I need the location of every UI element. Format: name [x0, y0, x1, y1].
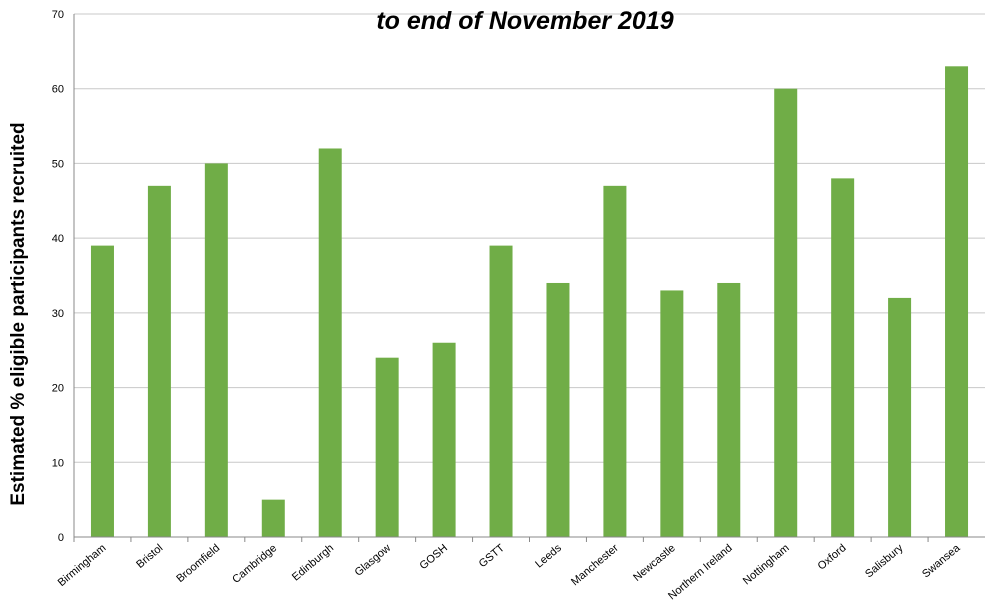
- y-tick-label: 50: [52, 158, 64, 170]
- x-tick-labels: Birmingham Bristol Broomfield Cambridge Edin…: [56, 542, 963, 603]
- axes: [73, 14, 985, 542]
- x-tick-label: Oxford: [816, 542, 849, 572]
- x-tick-label: Nottingham: [741, 542, 792, 587]
- x-tick-label: Birmingham: [56, 542, 109, 589]
- bar-manchester: [603, 185, 627, 538]
- x-tick-label: Swansea: [920, 542, 963, 581]
- bar-leeds: [546, 282, 570, 537]
- x-tick-label: GSTT: [477, 542, 507, 570]
- y-tick-label: 20: [52, 383, 64, 395]
- bar-nottingham: [774, 88, 798, 537]
- y-tick-label: 70: [52, 9, 64, 21]
- x-tick-label: Broomfield: [174, 542, 222, 585]
- x-tick-label: Bristol: [134, 542, 165, 571]
- bar-gstt: [489, 245, 513, 537]
- x-tick-label: GOSH: [417, 542, 450, 572]
- bar-bristol: [147, 185, 171, 538]
- bar-swansea: [945, 66, 969, 538]
- x-tick-label: Leeds: [533, 542, 564, 571]
- bars: [90, 66, 969, 538]
- chart-title: to end of November 2019: [376, 7, 673, 35]
- bar-newcastle: [660, 290, 684, 537]
- y-tick-label: 40: [52, 233, 64, 245]
- x-tick-label: Newcastle: [631, 542, 678, 584]
- x-tick-label: Salisbury: [863, 542, 906, 581]
- x-tick-label: Cambridge: [230, 542, 279, 586]
- bar-gosh: [432, 342, 456, 537]
- bar-salisbury: [888, 297, 912, 537]
- y-axis-label: Estimated % eligible participants recrui…: [8, 122, 29, 505]
- x-tick-label: Manchester: [569, 542, 621, 588]
- bar-glasgow: [375, 357, 399, 537]
- bar-broomfield: [204, 163, 228, 537]
- bar-edinburgh: [318, 148, 342, 537]
- bar-oxford: [831, 178, 855, 537]
- y-tick-label: 60: [52, 84, 64, 96]
- bar-cambridge: [261, 499, 285, 537]
- y-tick-labels: 0 10 20 30 40 50 60 70: [52, 9, 64, 544]
- x-tick-label: Edinburgh: [290, 542, 336, 583]
- y-tick-label: 30: [52, 308, 64, 320]
- y-tick-label: 10: [52, 457, 64, 469]
- x-tick-label: Glasgow: [353, 542, 394, 579]
- bar-northern-ireland: [717, 282, 741, 537]
- bar-birmingham: [90, 245, 114, 537]
- y-tick-label: 0: [58, 532, 64, 544]
